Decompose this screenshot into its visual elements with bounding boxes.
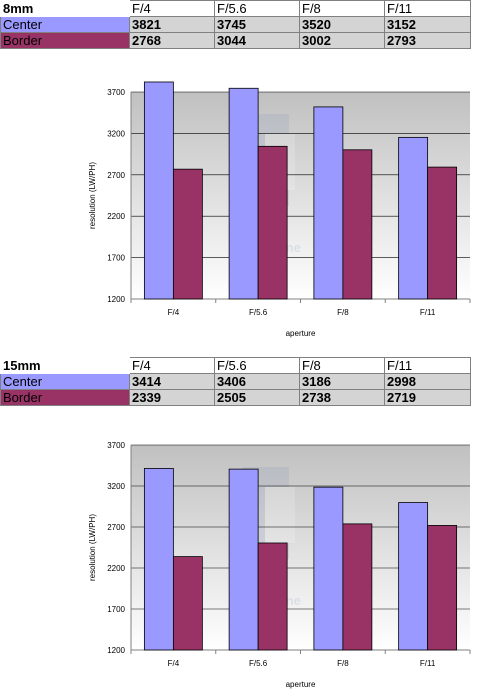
table-cell: 3186 [299, 373, 385, 390]
data-table-15mm: 15mm F/4 F/5.6 F/8 F/11 Center 3414 3406… [0, 357, 471, 406]
bar-center-f8 [313, 486, 344, 651]
section-title: 15mm [0, 357, 130, 374]
x-axis-label: aperture [286, 329, 316, 338]
row-label-border: Border [0, 389, 130, 406]
data-table-8mm: 8mm F/4 F/5.6 F/8 F/11 Center 3821 3745 … [0, 0, 471, 49]
y-tick-label: 3200 [107, 482, 125, 491]
bar-center-f56 [228, 468, 259, 651]
column-header: F/4 [129, 0, 215, 17]
column-header: F/11 [384, 357, 471, 374]
table-cell: 2793 [384, 32, 471, 49]
x-tick-label: F/5.6 [249, 659, 268, 668]
bar-center-f56 [228, 87, 259, 300]
bar-center-f8 [313, 106, 344, 300]
y-tick-label: 2200 [107, 212, 125, 221]
y-axis-label: resolution (LW/PH) [88, 162, 97, 229]
x-tick-label: F/8 [337, 308, 349, 317]
bar-border-f56 [257, 542, 288, 651]
column-header: F/4 [129, 357, 215, 374]
y-tick-label: 1200 [107, 295, 125, 304]
table-row: Center 3414 3406 3186 2998 [0, 373, 471, 390]
x-tick-label: F/4 [168, 308, 180, 317]
table-cell: 2768 [129, 32, 215, 49]
x-tick-label: F/4 [168, 659, 180, 668]
table-cell: 2998 [384, 373, 471, 390]
y-tick-label: 1700 [107, 605, 125, 614]
x-tick-label: F/11 [420, 659, 436, 668]
y-tick-label: 2200 [107, 564, 125, 573]
table-cell: 2719 [384, 389, 471, 406]
table-header-row: 8mm F/4 F/5.6 F/8 F/11 [0, 0, 471, 17]
table-cell: 2505 [214, 389, 300, 406]
table-row: Border 2768 3044 3002 2793 [0, 32, 471, 49]
table-cell: 3745 [214, 16, 300, 33]
bar-chart-8mm: photozone370032002700220017001200F/4F/5.… [88, 81, 471, 338]
table-row: Border 2339 2505 2738 2719 [0, 389, 471, 406]
y-tick-label: 1700 [107, 254, 125, 263]
section-title: 8mm [0, 0, 130, 17]
x-axis-label: aperture [286, 680, 316, 689]
bar-border-f11 [427, 166, 458, 300]
bar-center-f4 [143, 81, 174, 300]
x-tick-label: F/8 [337, 659, 349, 668]
y-tick-label: 3200 [107, 129, 125, 138]
table-cell: 2339 [129, 389, 215, 406]
table-cell: 3520 [299, 16, 385, 33]
table-cell: 3821 [129, 16, 215, 33]
bar-border-f56 [257, 145, 288, 300]
bar-border-f8 [342, 523, 373, 651]
bar-center-f11 [398, 502, 429, 651]
bar-border-f4 [172, 168, 203, 300]
bar-center-f11 [398, 136, 429, 300]
table-header-row: 15mm F/4 F/5.6 F/8 F/11 [0, 357, 471, 374]
y-tick-label: 3700 [107, 441, 125, 450]
bar-border-f4 [172, 556, 203, 651]
table-cell: 3406 [214, 373, 300, 390]
column-header: F/8 [299, 357, 385, 374]
table-cell: 3414 [129, 373, 215, 390]
y-axis-label: resolution (LW/PH) [88, 514, 97, 581]
row-label-center: Center [0, 16, 130, 33]
row-label-center: Center [0, 373, 130, 390]
y-tick-label: 1200 [107, 646, 125, 655]
bar-border-f8 [342, 149, 373, 300]
bar-chart-15mm: photozone370032002700220017001200F/4F/5.… [88, 441, 471, 689]
column-header: F/11 [384, 0, 471, 17]
bar-border-f11 [427, 525, 458, 651]
y-tick-label: 2700 [107, 523, 125, 532]
bar-center-f4 [143, 468, 174, 651]
x-tick-label: F/5.6 [249, 308, 268, 317]
row-label-border: Border [0, 32, 130, 49]
table-cell: 3002 [299, 32, 385, 49]
table-cell: 3152 [384, 16, 471, 33]
y-tick-label: 3700 [107, 88, 125, 97]
column-header: F/5.6 [214, 357, 300, 374]
table-cell: 2738 [299, 389, 385, 406]
column-header: F/5.6 [214, 0, 300, 17]
column-header: F/8 [299, 0, 385, 17]
table-cell: 3044 [214, 32, 300, 49]
table-row: Center 3821 3745 3520 3152 [0, 16, 471, 33]
y-tick-label: 2700 [107, 171, 125, 180]
x-tick-label: F/11 [420, 308, 436, 317]
